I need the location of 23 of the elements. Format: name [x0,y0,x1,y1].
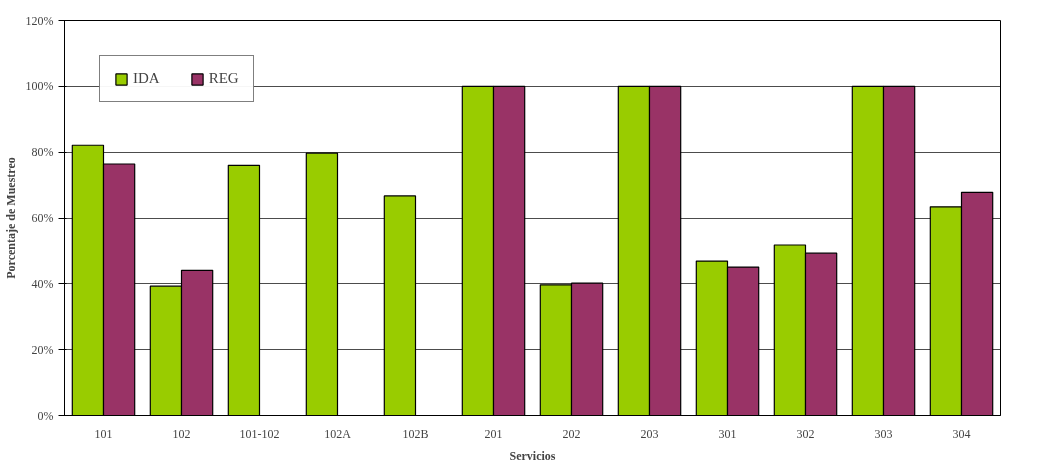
y-tick-label: 0% [37,408,54,423]
x-tick-label: 102B [402,426,429,441]
x-tick-label: 101 [94,426,113,441]
x-axis-title: Servicios [509,448,556,463]
legend-label: REG [208,70,239,87]
x-tick-label: 301 [718,426,737,441]
y-tick-label: 60% [31,211,54,225]
y-tick-label: 20% [31,342,54,357]
x-tick-label: 203 [640,426,659,441]
x-tick-label: 102A [324,426,352,441]
y-tick-label: 100% [25,79,54,94]
y-axis-title: Porcentaje de Muestreo [3,157,18,279]
x-tick-label: 101-102 [239,426,280,441]
y-tick-label: 120% [25,13,54,28]
y-tick-label: 80% [31,145,54,160]
x-tick-label: 304 [952,426,971,441]
x-tick-label: 202 [562,426,581,441]
x-tick-label: 302 [796,426,815,441]
x-tick-label: 201 [484,426,503,441]
x-tick-label: 303 [874,426,893,441]
y-tick-label: 40% [31,276,54,291]
x-tick-label: 102 [172,426,191,441]
legend-label: IDA [133,70,160,87]
